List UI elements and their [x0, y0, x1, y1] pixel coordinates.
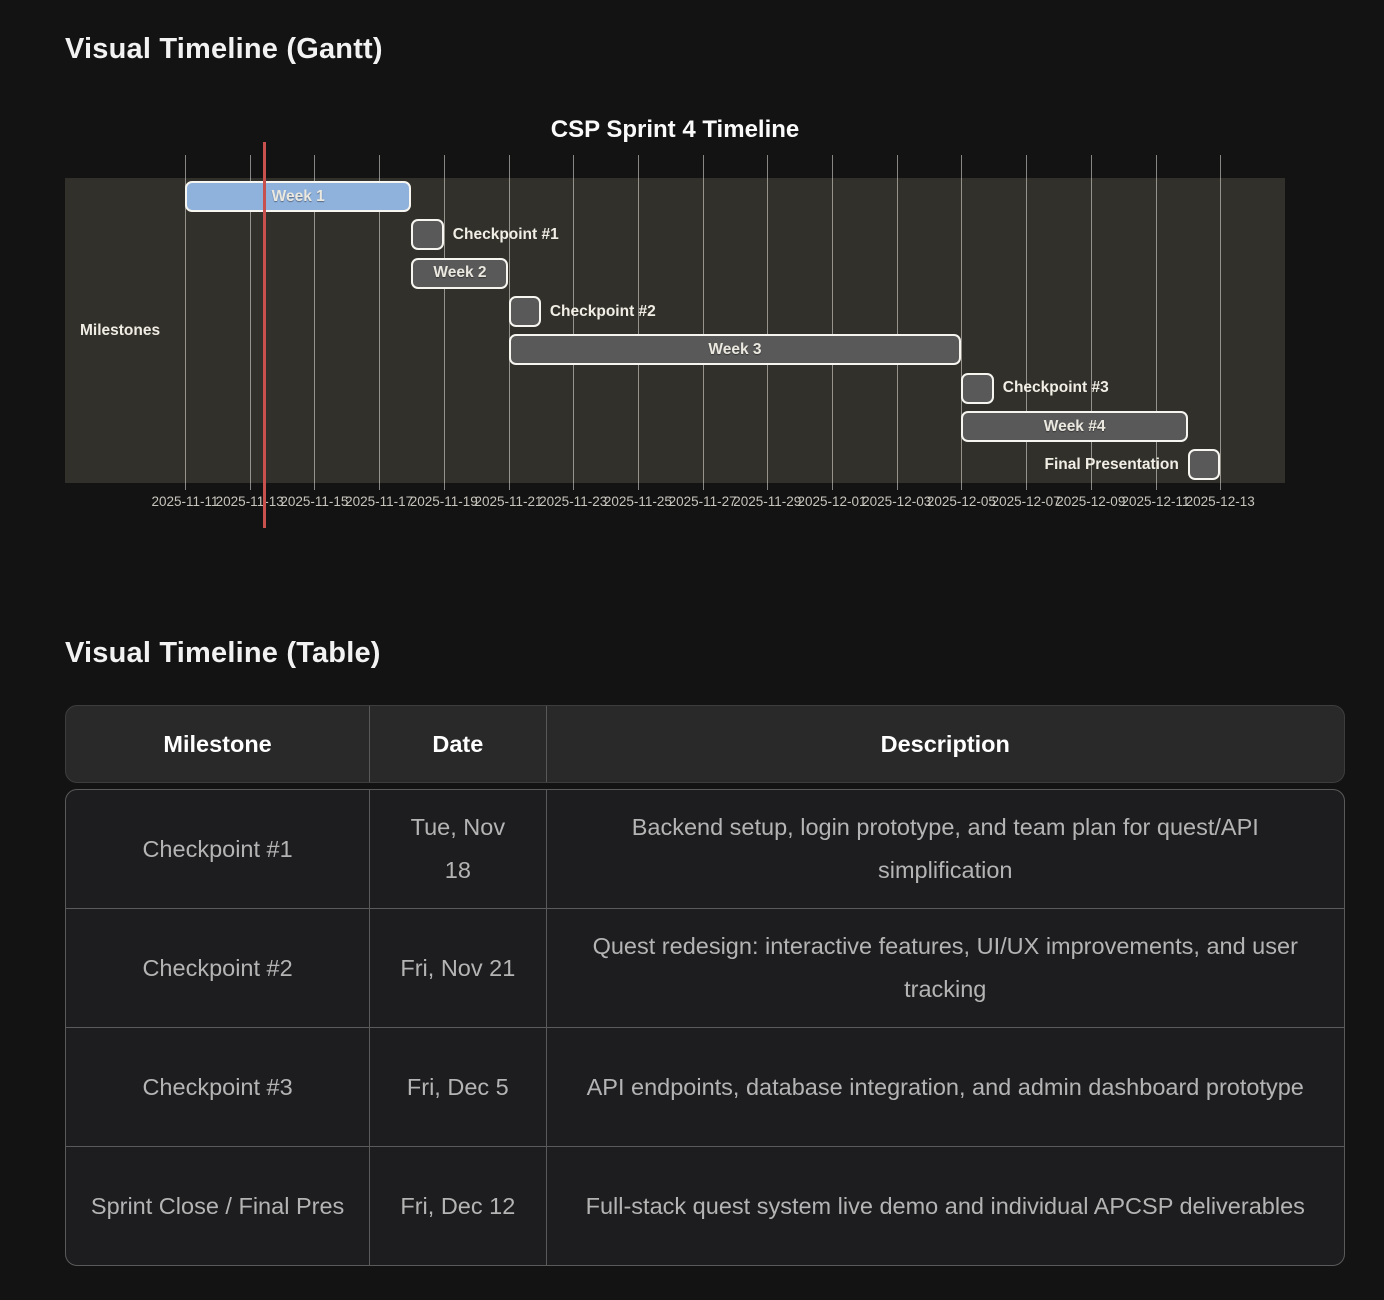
gantt-bar-label: Week 2	[433, 264, 487, 282]
gantt-x-tick-label: 2025-11-15	[280, 494, 349, 509]
gantt-today-line	[262, 142, 266, 528]
gantt-milestone-label: Final Presentation	[1044, 455, 1179, 473]
table-cell-description: API endpoints, database integration, and…	[586, 1073, 1304, 1100]
gantt-gridline	[961, 155, 963, 490]
table-cell-milestone: Sprint Close / Final Pres	[66, 1147, 371, 1265]
gantt-gridline	[702, 155, 704, 490]
table-cell-description: Quest redesign: interactive features, UI…	[592, 933, 1298, 1002]
gantt-x-tick-label: 2025-11-19	[409, 494, 478, 509]
milestone-table-body: Checkpoint #1 Tue, Nov 18 Backend setup, l…	[65, 789, 1345, 1266]
gantt-gridline	[379, 155, 381, 490]
gantt-bar-checkpoint-2	[508, 296, 541, 328]
table-row: Sprint Close / Final Pres Fri, Dec 12 Full…	[66, 1147, 1344, 1265]
milestone-table-header: Milestone Date Description	[65, 705, 1345, 783]
gantt-gridline	[249, 155, 251, 490]
gantt-chart: CSP Sprint 4 Timeline Milestones 2025-11…	[65, 100, 1285, 575]
table-cell-milestone: Checkpoint #2	[66, 909, 371, 1027]
gantt-gridline	[832, 155, 833, 490]
gantt-gridline	[896, 155, 898, 490]
gantt-bar-week-3: Week 3	[508, 334, 962, 366]
gantt-x-tick-label: 2025-12-11	[1121, 494, 1190, 509]
table-cell-date: Fri, Dec 12	[370, 1147, 547, 1265]
gantt-bar-week-2: Week 2	[411, 257, 509, 289]
gantt-gridline	[1220, 155, 1222, 490]
gantt-x-tick-label: 2025-12-03	[862, 494, 932, 509]
gantt-gridline	[443, 155, 445, 490]
gantt-milestone-label: Checkpoint #2	[549, 302, 656, 320]
gantt-bar-final-presentation	[1187, 449, 1221, 481]
table-header-description: Description	[880, 730, 1010, 757]
gantt-gridline	[1026, 155, 1028, 490]
gantt-section-heading: Visual Timeline (Gantt)	[65, 33, 383, 65]
gantt-x-tick-label: 2025-11-29	[733, 494, 802, 509]
gantt-gridline	[637, 155, 639, 490]
gantt-bar-week-4: Week #4	[961, 411, 1188, 443]
gantt-bar-label: Week 1	[271, 187, 325, 205]
gantt-chart-title: CSP Sprint 4 Timeline	[550, 116, 800, 143]
table-header-date: Date	[370, 706, 547, 782]
gantt-milestone-label: Checkpoint #1	[452, 225, 559, 243]
gantt-bar-week-1: Week 1	[185, 181, 412, 212]
table-cell-description: Backend setup, login prototype, and team…	[631, 814, 1259, 883]
table-cell-milestone: Checkpoint #3	[66, 1028, 371, 1146]
table-cell-description: Full-stack quest system live demo and in…	[585, 1192, 1305, 1219]
gantt-bar-checkpoint-1	[411, 219, 444, 251]
gantt-y-axis-label: Milestones	[80, 322, 161, 339]
gantt-x-tick-label: 2025-11-17	[345, 494, 414, 509]
gantt-x-tick-label: 2025-11-23	[539, 494, 608, 509]
gantt-gridline	[767, 155, 769, 490]
gantt-x-tick-label: 2025-12-05	[926, 494, 996, 509]
gantt-x-tick-label: 2025-12-13	[1185, 494, 1255, 509]
table-header-milestone: Milestone	[66, 706, 371, 782]
gantt-x-tick-label: 2025-11-13	[215, 494, 284, 509]
table-cell-date: Fri, Nov 21	[370, 909, 547, 1027]
gantt-milestone-label: Checkpoint #3	[1002, 379, 1109, 397]
gantt-x-tick-label: 2025-11-11	[151, 494, 219, 509]
gantt-x-tick-label: 2025-12-07	[991, 494, 1061, 509]
table-row: Checkpoint #2 Fri, Nov 21 Quest redesign: …	[66, 909, 1344, 1028]
gantt-gridline	[314, 155, 316, 490]
table-cell-date: Fri, Dec 5	[370, 1028, 547, 1146]
gantt-x-tick-label: 2025-12-01	[797, 494, 867, 509]
table-row: Checkpoint #1 Tue, Nov 18 Backend setup, l…	[66, 790, 1344, 909]
gantt-x-tick-label: 2025-11-27	[668, 494, 737, 509]
table-cell-milestone: Checkpoint #1	[66, 790, 371, 908]
table-row: Checkpoint #3 Fri, Dec 5 API endpoints, da…	[66, 1028, 1344, 1147]
gantt-x-tick-label: 2025-12-09	[1056, 494, 1126, 509]
gantt-x-tick-label: 2025-11-21	[474, 494, 543, 509]
gantt-gridline	[573, 155, 575, 490]
gantt-x-tick-label: 2025-11-25	[603, 494, 672, 509]
gantt-bar-checkpoint-3	[961, 372, 994, 404]
gantt-gridline	[1155, 155, 1157, 490]
gantt-bar-label: Week 3	[708, 340, 762, 358]
table-section-heading: Visual Timeline (Table)	[65, 637, 381, 669]
gantt-gridline	[1090, 155, 1092, 490]
table-cell-date: Tue, Nov 18	[370, 790, 547, 908]
gantt-gridline	[185, 155, 186, 490]
gantt-bar-label: Week #4	[1043, 417, 1106, 435]
